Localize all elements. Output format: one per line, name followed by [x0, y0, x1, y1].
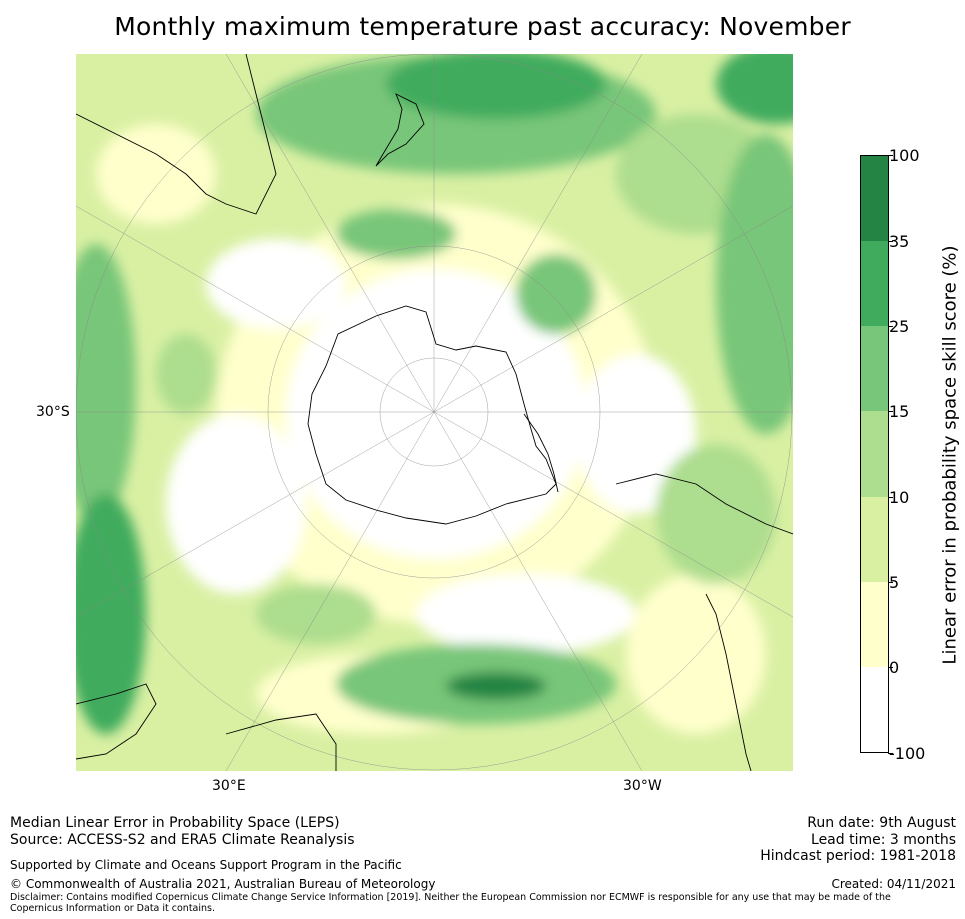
graticule	[76, 54, 793, 771]
colorbar-bin-35-100	[860, 155, 889, 241]
antarctic-peninsula-coast	[523, 413, 559, 493]
south-america-coast	[615, 473, 793, 535]
footer-source: Source: ACCESS-S2 and ERA5 Climate Reana…	[10, 832, 355, 848]
south-america-east-coast	[705, 593, 752, 771]
lat-label-30s: 30°S	[36, 404, 70, 420]
lon-label-30w: 30°W	[623, 778, 662, 794]
footer-hindcast: Hindcast period: 1981-2018	[760, 848, 956, 864]
colorbar-title: Linear error in probability space skill …	[939, 245, 961, 665]
colorbar-tick: 10	[887, 488, 910, 507]
africa-south-coast	[225, 713, 337, 771]
australia-coast	[76, 54, 277, 215]
footer-created: Created: 04/11/2021	[831, 877, 956, 891]
colorbar-bin-5-10	[860, 497, 889, 582]
colorbar-bin-10-15	[860, 411, 889, 497]
footer-support: Supported by Climate and Oceans Support …	[10, 858, 402, 872]
skill-map	[76, 54, 793, 771]
colorbar-border	[860, 155, 889, 753]
colorbar-bin-neg100-0	[860, 667, 889, 753]
africa-coast	[76, 683, 157, 760]
coastlines	[76, 54, 793, 771]
colorbar-tick: -100	[887, 744, 926, 763]
colorbar-bin-0-5	[860, 582, 889, 667]
antarctica-coast	[307, 305, 557, 525]
footer-run-date: Run date: 9th August	[807, 815, 956, 831]
lon-label-30e: 30°E	[212, 778, 246, 794]
footer-method: Median Linear Error in Probability Space…	[10, 815, 340, 831]
colorbar-tick: 5	[887, 573, 900, 592]
colorbar-tick: 0	[887, 658, 900, 677]
colorbar	[860, 155, 889, 753]
map-title: Monthly maximum temperature past accurac…	[114, 12, 851, 41]
map-canvas	[76, 54, 793, 771]
footer-copyright: © Commonwealth of Australia 2021, Austra…	[10, 877, 436, 891]
colorbar-bin-15-25	[860, 326, 889, 411]
footer-disclaimer: Disclaimer: Contains modified Copernicus…	[10, 892, 891, 914]
colorbar-bin-25-35	[860, 241, 889, 326]
colorbar-tick: 100	[888, 146, 920, 165]
colorbar-tick: 25	[887, 317, 910, 336]
new-zealand-coast	[375, 93, 425, 167]
colorbar-tick: 15	[887, 402, 910, 421]
footer-lead-time: Lead time: 3 months	[811, 832, 956, 848]
colorbar-tick: 35	[887, 232, 910, 251]
skill-field	[76, 54, 793, 734]
